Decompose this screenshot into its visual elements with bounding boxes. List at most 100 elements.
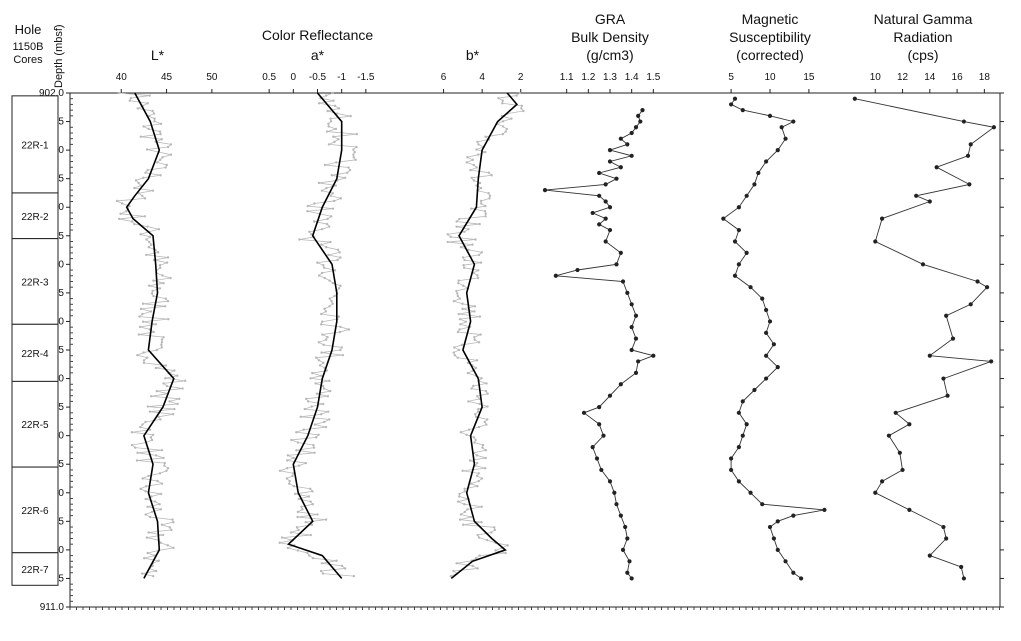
raw-segment xyxy=(147,150,159,153)
data-point xyxy=(612,491,616,495)
data-point xyxy=(783,137,787,141)
raw-segment xyxy=(301,504,312,507)
data-point xyxy=(737,205,741,209)
data-point xyxy=(638,119,642,123)
raw-segment xyxy=(327,129,336,132)
data-point xyxy=(772,342,776,346)
raw-segment xyxy=(298,514,318,517)
raw-segment xyxy=(325,165,349,168)
raw-segment xyxy=(315,422,324,425)
data-point xyxy=(634,314,638,318)
data-point xyxy=(853,97,857,101)
data-point xyxy=(944,314,948,318)
raw-segment xyxy=(314,219,327,222)
data-point xyxy=(630,154,634,158)
raw-segment xyxy=(322,319,337,322)
data-point xyxy=(621,279,625,283)
data-point xyxy=(921,262,925,266)
x-tick-label: 12 xyxy=(897,72,909,83)
data-point xyxy=(780,125,784,129)
data-point xyxy=(595,456,599,460)
data-point xyxy=(799,576,803,580)
data-point xyxy=(951,336,955,340)
data-point xyxy=(959,565,963,569)
data-point xyxy=(791,514,795,518)
raw-segment xyxy=(140,324,156,327)
data-point xyxy=(630,348,634,352)
raw-segment xyxy=(340,327,348,330)
data-point xyxy=(604,217,608,221)
raw-segment xyxy=(476,150,485,153)
x-tick-label: 45 xyxy=(161,72,173,83)
data-point xyxy=(608,159,612,163)
data-point xyxy=(752,388,756,392)
x-tick-label: 15 xyxy=(803,72,815,83)
raw-segment xyxy=(311,378,330,381)
raw-segment xyxy=(320,214,331,217)
raw-segment xyxy=(162,275,170,278)
data-point xyxy=(748,285,752,289)
raw-segment xyxy=(475,443,483,446)
data-point xyxy=(625,536,629,540)
raw-segment xyxy=(317,394,328,397)
data-point xyxy=(733,274,737,278)
raw-segment xyxy=(282,538,293,541)
raw-segment xyxy=(498,96,516,99)
data-point xyxy=(764,308,768,312)
x-tick-label: 1.1 xyxy=(560,72,574,83)
raw-segment xyxy=(144,558,158,561)
raw-segment xyxy=(333,283,341,286)
data-point xyxy=(636,359,640,363)
data-point xyxy=(608,394,612,398)
raw-segment xyxy=(149,530,172,533)
x-tick-label: 18 xyxy=(979,72,991,83)
raw-segment xyxy=(454,301,463,304)
data-point xyxy=(721,217,725,221)
raw-segment xyxy=(312,373,321,376)
raw-segment xyxy=(457,224,480,227)
data-point xyxy=(783,559,787,563)
depth-axis: 902.0902.5903.0903.5904.0904.5905.0905.5… xyxy=(39,88,1004,613)
raw-segment xyxy=(134,188,152,191)
raw-segment xyxy=(142,571,156,574)
raw-segment xyxy=(337,178,345,181)
x-tick-label: -1.5 xyxy=(357,72,375,83)
raw-segment xyxy=(159,152,171,155)
data-point xyxy=(928,554,932,558)
raw-segment xyxy=(456,288,468,291)
raw-segment xyxy=(132,443,146,446)
raw-segment xyxy=(296,448,314,451)
data-point xyxy=(608,148,612,152)
raw-segment xyxy=(146,484,162,487)
data-line xyxy=(723,99,824,579)
raw-segment xyxy=(151,396,179,399)
raw-segment xyxy=(149,229,159,232)
raw-segment xyxy=(143,319,168,322)
data-point xyxy=(764,159,768,163)
raw-segment xyxy=(470,458,486,461)
raw-segment xyxy=(169,401,177,404)
data-point xyxy=(768,319,772,323)
smoothed-line xyxy=(451,93,517,578)
depth-axis-label: Depth (mbsf) xyxy=(53,24,65,88)
raw-segment xyxy=(322,563,342,566)
raw-segment xyxy=(463,471,479,474)
raw-segment xyxy=(301,417,329,420)
data-point xyxy=(625,142,629,146)
raw-segment xyxy=(471,206,485,209)
raw-segment xyxy=(148,227,159,230)
track-title: b* xyxy=(466,47,480,63)
data-point xyxy=(764,331,768,335)
raw-segment xyxy=(307,211,319,214)
data-point xyxy=(772,536,776,540)
data-point xyxy=(900,468,904,472)
x-tick-label: 4 xyxy=(479,72,485,83)
data-point xyxy=(630,302,634,306)
data-point xyxy=(619,514,623,518)
x-tick-label: 10 xyxy=(870,72,882,83)
raw-segment xyxy=(143,322,156,325)
raw-segment xyxy=(149,286,160,289)
